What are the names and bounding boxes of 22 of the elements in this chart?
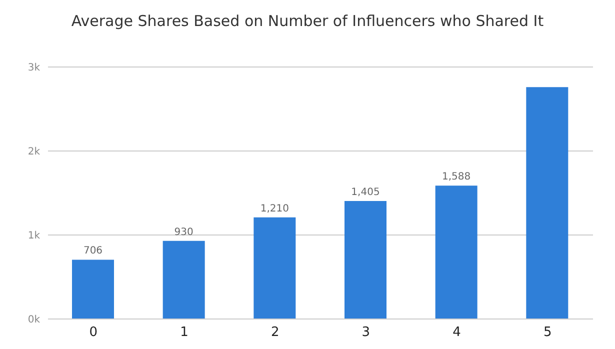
bar (526, 87, 568, 319)
x-tick-label: 2 (270, 325, 280, 340)
data-label: 1,210 (260, 203, 289, 214)
bar (162, 240, 205, 319)
bar (254, 217, 296, 319)
x-tick-label: 0 (89, 325, 98, 340)
x-tick-label: 5 (543, 325, 552, 340)
data-label: 930 (174, 226, 194, 238)
chart-title: Average Shares Based on Number of Influencers who Shared It (70, 11, 545, 32)
bar (435, 186, 478, 319)
y-tick-label: 1k (28, 230, 40, 242)
x-tick-label: 3 (362, 325, 370, 340)
bar (72, 260, 114, 319)
bar (344, 200, 386, 319)
y-tick-label: 0k (28, 314, 40, 326)
data-label: 1,588 (442, 172, 471, 183)
data-label: 706 (83, 246, 103, 257)
x-tick-label: 4 (452, 325, 461, 340)
y-tick-label: 3k (28, 62, 40, 74)
x-tick-label: 1 (180, 325, 188, 340)
y-tick-label: 2k (28, 146, 40, 158)
data-label: 1,405 (351, 186, 380, 198)
